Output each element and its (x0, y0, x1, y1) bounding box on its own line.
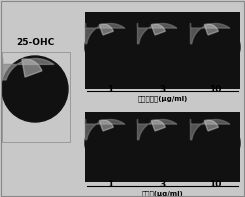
FancyBboxPatch shape (85, 12, 240, 89)
Wedge shape (99, 24, 113, 35)
Wedge shape (22, 59, 42, 77)
Text: 25-OHC: 25-OHC (16, 37, 54, 46)
Text: 10: 10 (209, 180, 221, 189)
Text: 1: 1 (107, 85, 113, 94)
Circle shape (85, 118, 135, 168)
Wedge shape (151, 24, 165, 35)
Circle shape (137, 22, 187, 72)
Wedge shape (204, 120, 218, 131)
FancyBboxPatch shape (2, 52, 70, 142)
Wedge shape (204, 24, 218, 35)
FancyBboxPatch shape (85, 112, 240, 182)
Circle shape (190, 22, 240, 72)
Circle shape (137, 118, 187, 168)
Wedge shape (151, 120, 165, 131)
Text: 10: 10 (209, 85, 221, 94)
Circle shape (2, 56, 68, 122)
Wedge shape (99, 120, 113, 131)
Text: 3: 3 (159, 180, 165, 189)
Text: 胆固醇探针(μg/ml): 胆固醇探针(μg/ml) (137, 95, 188, 102)
Text: 1: 1 (107, 180, 113, 189)
Circle shape (85, 22, 135, 72)
Circle shape (190, 118, 240, 168)
Text: 胆固醇(μg/ml): 胆固醇(μg/ml) (142, 190, 183, 197)
Text: 3: 3 (159, 85, 165, 94)
